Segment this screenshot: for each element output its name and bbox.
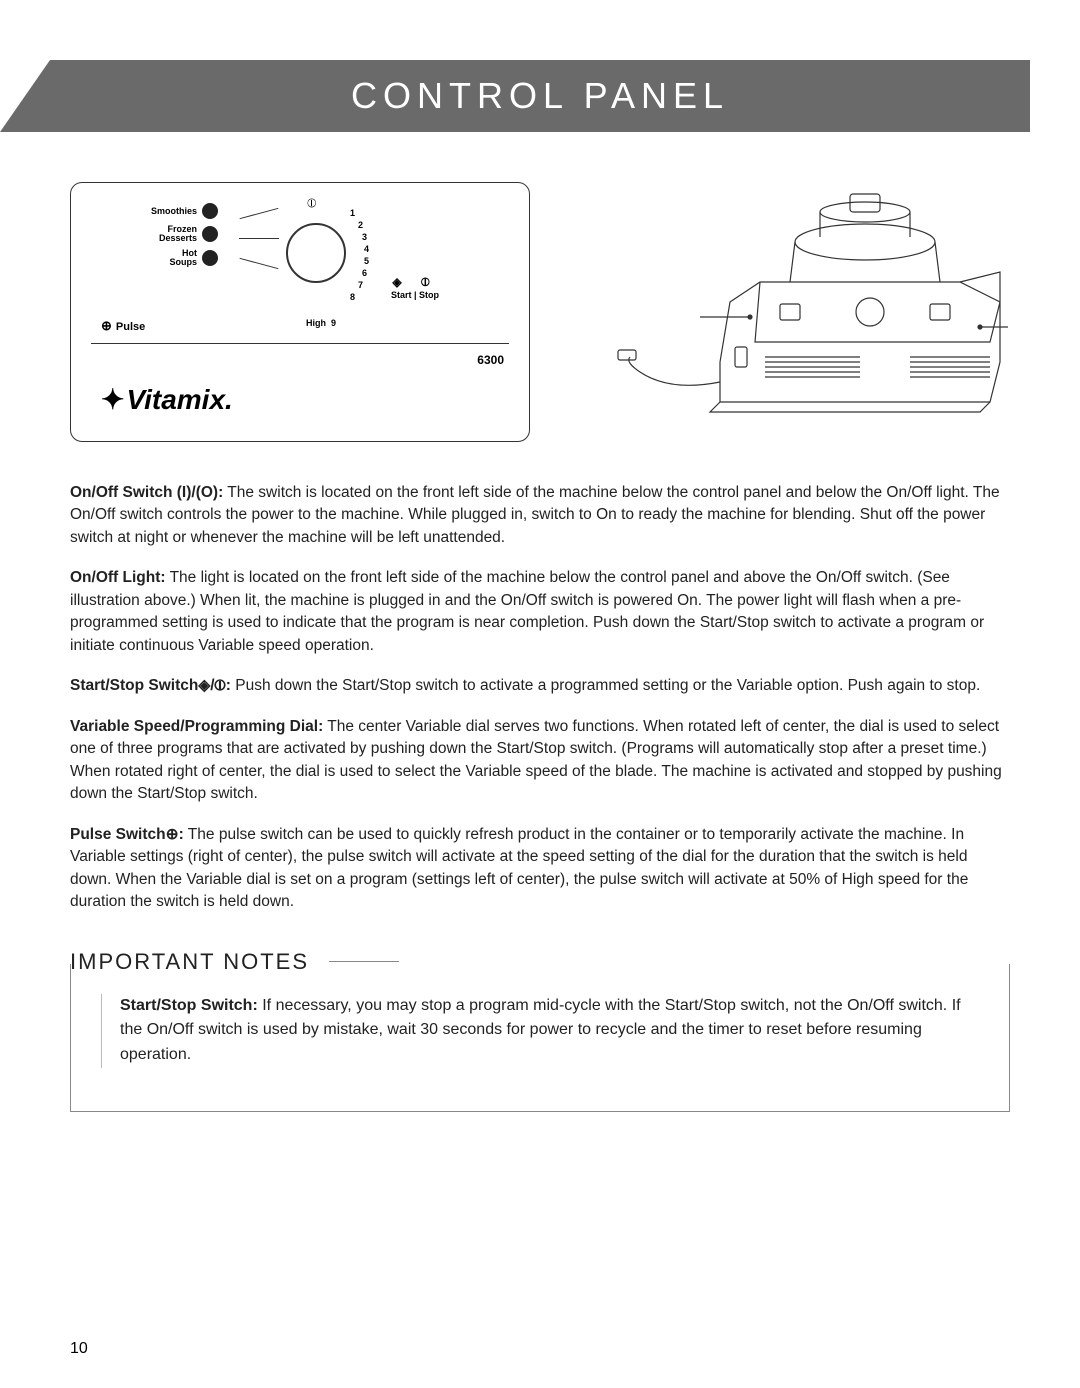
tick-line	[240, 258, 279, 269]
p3-text: Push down the Start/Stop switch to activ…	[231, 677, 980, 694]
header-bar: CONTROL PANEL	[70, 60, 1010, 132]
smoothies-icon	[202, 203, 218, 219]
p5-text: The pulse switch can be used to quickly …	[70, 826, 968, 910]
p3-icons: ◈/⦶:	[198, 677, 231, 694]
paragraph-pulse: Pulse Switch⊕: The pulse switch can be u…	[70, 824, 1010, 914]
soups-icon	[202, 250, 218, 266]
dial-3: 3	[362, 232, 369, 242]
paragraph-variable-dial: Variable Speed/Programming Dial: The cen…	[70, 716, 1010, 806]
dial-4: 4	[364, 244, 369, 254]
start-stop-icons: ◈ ⦶	[391, 275, 439, 290]
high-label: High 9	[306, 318, 336, 328]
dial-numbers: 1 2 3 4 5 6 7 8	[356, 208, 369, 304]
p4-label: Variable Speed/Programming Dial:	[70, 718, 323, 735]
program-smoothies: Smoothies	[151, 206, 197, 216]
notes-heading-line	[329, 961, 399, 962]
notes-heading: IMPORTANT NOTES	[70, 949, 309, 975]
diagrams-row: ⦶ Smoothies FrozenDesserts HotSoups 1 2 …	[70, 182, 1010, 442]
notes-label: Start/Stop Switch:	[120, 997, 258, 1014]
start-stop-text: Start | Stop	[391, 290, 439, 300]
content-body: On/Off Switch (I)/(O): The switch is loc…	[70, 482, 1010, 1112]
tick-line	[239, 238, 279, 239]
notes-paragraph: Start/Stop Switch: If necessary, you may…	[120, 994, 979, 1068]
p2-label: On/Off Light:	[70, 569, 166, 586]
paragraph-onoff-light: On/Off Light: The light is located on th…	[70, 567, 1010, 657]
pulse-label: Pulse	[101, 318, 145, 334]
p2-text: The light is located on the front left s…	[70, 569, 984, 653]
machine-svg	[610, 182, 1010, 442]
p1-label: On/Off Switch (I)/(O):	[70, 484, 223, 501]
dial-8: 8	[350, 292, 369, 302]
model-number: 6300	[477, 353, 504, 367]
paragraph-start-stop: Start/Stop Switch◈/⦶: Push down the Star…	[70, 675, 1010, 697]
p5-icons: ⊕:	[166, 826, 184, 843]
program-labels: Smoothies FrozenDesserts HotSoups	[151, 203, 218, 273]
program-frozen: FrozenDesserts	[159, 225, 197, 243]
paragraph-onoff-switch: On/Off Switch (I)/(O): The switch is loc…	[70, 482, 1010, 549]
notes-box: Start/Stop Switch: If necessary, you may…	[70, 964, 1010, 1112]
dial-circle	[286, 223, 346, 283]
machine-side-diagram	[610, 182, 1010, 442]
dial-5: 5	[364, 256, 369, 266]
dial-top-icon: ⦶	[307, 195, 316, 211]
page-number: 10	[70, 1340, 88, 1358]
panel-divider	[91, 343, 509, 344]
control-panel-diagram: ⦶ Smoothies FrozenDesserts HotSoups 1 2 …	[70, 182, 530, 442]
vitamix-logo: Vitamix.	[101, 383, 233, 416]
dial-2: 2	[358, 220, 369, 230]
page-title: CONTROL PANEL	[70, 60, 1010, 132]
dial-7: 7	[358, 280, 369, 290]
program-soups: HotSoups	[170, 249, 198, 267]
tick-line	[240, 208, 279, 219]
dial-6: 6	[362, 268, 369, 278]
p3-label: Start/Stop Switch	[70, 677, 198, 694]
notes-box-inner: Start/Stop Switch: If necessary, you may…	[101, 994, 979, 1068]
start-stop-label: ◈ ⦶ Start | Stop	[391, 275, 439, 300]
dial-1: 1	[350, 208, 369, 218]
frozen-icon	[202, 226, 218, 242]
p5-label: Pulse Switch	[70, 826, 166, 843]
